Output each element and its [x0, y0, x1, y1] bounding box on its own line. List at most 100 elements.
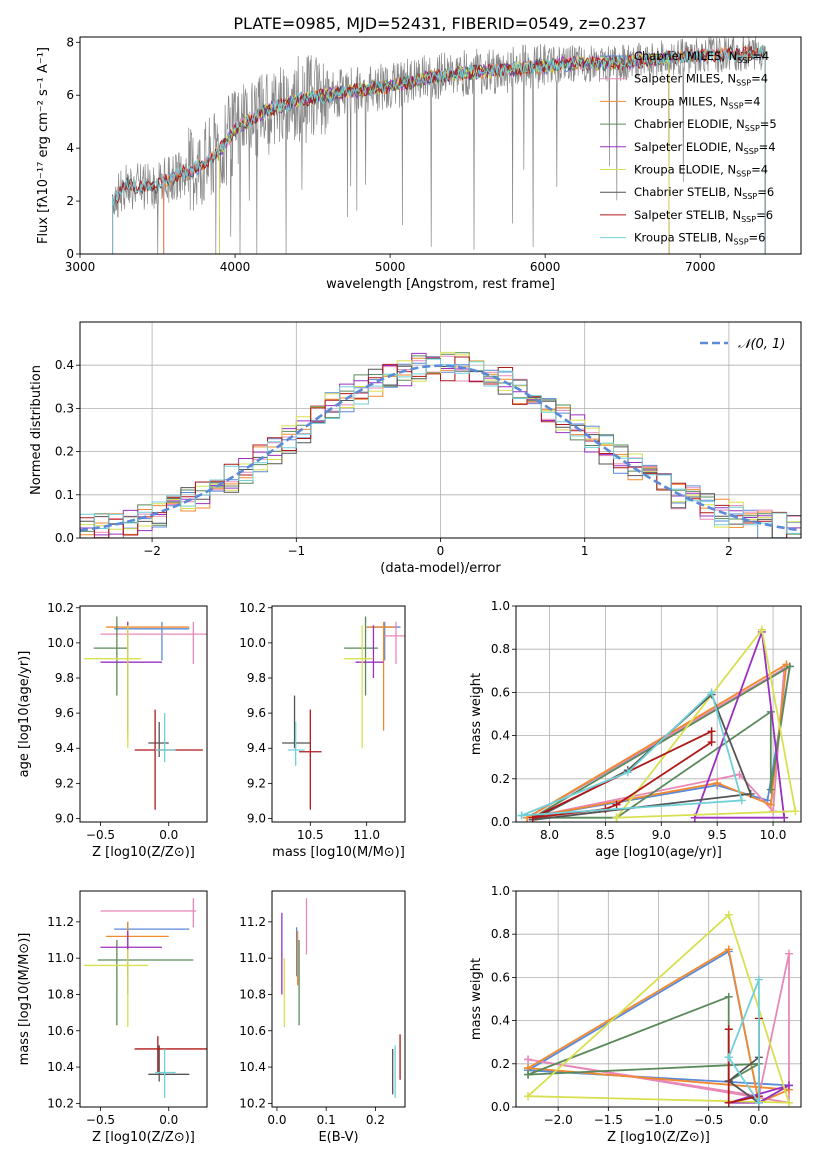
- x-tick-label: −1.5: [594, 1113, 623, 1127]
- x-tick-label: 5000: [375, 260, 406, 274]
- weight-marker-kroupa_elodie: [784, 1098, 793, 1107]
- x-tick-label: −0.5: [86, 828, 115, 842]
- weight-marker-kroupa_elodie: [524, 1092, 533, 1101]
- legend-label-salpeter_elodie: Salpeter ELODIE, NSSP=4: [634, 140, 776, 156]
- weight-marker-chabrier_elodie: [766, 785, 775, 794]
- y-tick-label: 0.6: [491, 685, 510, 699]
- x-axis-label: Z [log10(Z/Z⊙)]: [92, 1130, 195, 1145]
- weight-marker-kroupa_stelib: [623, 768, 632, 777]
- y-axis-label: mass weight: [469, 958, 484, 1040]
- y-tick-label: 0.0: [55, 531, 74, 545]
- weight-marker-kroupa_elodie: [757, 625, 766, 634]
- x-tick-label: 0: [437, 544, 445, 558]
- residual-histogram-salpeter_stelib: [80, 356, 801, 538]
- y-tick-label: 10.0: [239, 636, 266, 650]
- x-tick-label: 10.0: [760, 828, 787, 842]
- y-axis-label: Flux [fλ10⁻¹⁷ erg cm⁻² s⁻¹ A⁻¹]: [36, 47, 51, 244]
- x-tick-label: 8.0: [540, 828, 559, 842]
- y-tick-label: 9.4: [247, 741, 266, 755]
- y-tick-label: 0.8: [491, 927, 510, 941]
- y-tick-label: 10.4: [239, 1060, 266, 1074]
- x-tick-label: 3000: [65, 260, 96, 274]
- panel-mass_vs_ebv: 0.0 0.1 0.2 10.2 10.4 10.6 10.8 11.0 11.2 E(B-V): [239, 890, 406, 1145]
- legend-label-text: Chabrier MILES, N: [634, 49, 737, 63]
- panel-mass_vs_Z: −0.5 0.0 10.2 10.4 10.6 10.8 11.0 11.2 Z [log10(…: [17, 890, 208, 1145]
- x-tick-label: 0.0: [159, 1113, 178, 1127]
- panel-mass_weight_vs_Z: −2.0 −1.5 −1.0 −0.5 0.0 0.0 0.2 0.4 0.6 0.8 1.0 Z […: [469, 884, 802, 1145]
- legend-label-sub: SSP: [741, 215, 756, 224]
- legend-label-tail: =4: [751, 72, 768, 86]
- x-tick-label: 9.0: [652, 828, 671, 842]
- y-tick-label: 10.4: [47, 1060, 74, 1074]
- legend-label-tail: =4: [759, 140, 776, 154]
- weight-marker-kroupa_miles: [713, 779, 722, 788]
- y-tick-label: 10.6: [47, 1024, 74, 1038]
- legend-label-tail: =4: [744, 94, 761, 108]
- y-tick-label: 9.0: [247, 811, 266, 825]
- axes-frame: [79, 36, 802, 255]
- y-axis-label: Normed distribution: [29, 365, 44, 495]
- legend-label-gaussian: 𝒩(0, 1): [738, 337, 785, 352]
- legend-label-tail: =6: [756, 208, 773, 222]
- weight-marker-kroupa_stelib: [517, 811, 526, 820]
- residual-histogram-kroupa_stelib: [80, 358, 801, 534]
- legend-label-sub: SSP: [744, 147, 759, 156]
- gaussian-curve: [80, 364, 801, 532]
- plot-area: [80, 351, 801, 538]
- x-tick-label: 0.0: [159, 828, 178, 842]
- x-tick-label: 2: [725, 544, 733, 558]
- x-tick-label: 4000: [220, 260, 251, 274]
- weight-marker-kroupa_stelib: [754, 1098, 763, 1107]
- legend-label-text: Salpeter STELIB, N: [634, 208, 741, 222]
- x-tick-label: 8.5: [596, 828, 615, 842]
- panel-residuals: −2 −1 0 1 2 0.0 0.1 0.2 0.3 0.4 (data-model)/error…: [29, 321, 802, 576]
- y-tick-label: 0.6: [491, 970, 510, 984]
- plot-area: [84, 616, 207, 810]
- y-tick-label: 9.0: [55, 811, 74, 825]
- weight-marker-kroupa_elodie: [612, 813, 621, 822]
- weight-marker-chabrier_elodie: [785, 662, 794, 671]
- plot-area: [282, 616, 405, 810]
- y-tick-label: 10.6: [239, 1024, 266, 1038]
- legend-label-sub: SSP: [736, 170, 751, 179]
- weight-marker-kroupa_elodie: [724, 910, 733, 919]
- y-tick-label: 11.0: [239, 951, 266, 965]
- y-tick-label: 0.8: [491, 642, 510, 656]
- y-tick-label: 6: [66, 88, 74, 102]
- legend-label-chabrier_miles: Chabrier MILES, NSSP=4: [634, 49, 769, 65]
- spectrum-model-kroupa_elodie: [219, 53, 670, 254]
- axes-frame: [79, 321, 802, 539]
- spectrum-model-kroupa_stelib: [112, 45, 766, 254]
- legend-label-tail: =6: [757, 185, 774, 199]
- x-tick-label: 0.1: [317, 1113, 336, 1127]
- x-tick-label: −1.0: [644, 1113, 673, 1127]
- x-axis-label: wavelength [Angstrom, rest frame]: [326, 277, 555, 292]
- legend-label-sub: SSP: [745, 124, 760, 133]
- weight-marker-kroupa_miles: [724, 945, 733, 954]
- weight-marker-salpeter_stelib: [724, 1098, 733, 1107]
- y-tick-label: 9.4: [55, 741, 74, 755]
- legend-label-text: Kroupa MILES, N: [634, 94, 729, 108]
- y-axis-label: mass weight: [469, 673, 484, 755]
- x-tick-label: 0.2: [366, 1113, 385, 1127]
- x-tick-label: −0.5: [694, 1113, 723, 1127]
- legend-label-kroupa_stelib: Kroupa STELIB, NSSP=6: [634, 231, 765, 247]
- y-tick-label: 9.6: [55, 706, 74, 720]
- y-tick-label: 0.1: [55, 488, 74, 502]
- weight-line-kroupa_elodie: [615, 627, 797, 819]
- x-axis-label: age [log10(age/yr)]: [595, 845, 722, 860]
- x-tick-label: 1: [581, 544, 589, 558]
- x-tick-label: −1: [287, 544, 305, 558]
- spectrum-model-salpeter_elodie: [219, 51, 670, 254]
- axes-frame: [271, 605, 406, 823]
- legend-label-text: Chabrier ELODIE, N: [634, 117, 745, 131]
- weight-marker-chabrier_elodie: [524, 1070, 533, 1079]
- x-tick-label: 7000: [685, 260, 716, 274]
- weight-line-chabrier_elodie: [532, 664, 791, 819]
- y-tick-label: 9.2: [55, 776, 74, 790]
- x-tick-label: 0.0: [267, 1113, 286, 1127]
- legend-label-text: Salpeter MILES, N: [634, 72, 736, 86]
- y-tick-label: 0.2: [491, 1057, 510, 1071]
- spectrum-model-chabrier_stelib: [112, 45, 766, 254]
